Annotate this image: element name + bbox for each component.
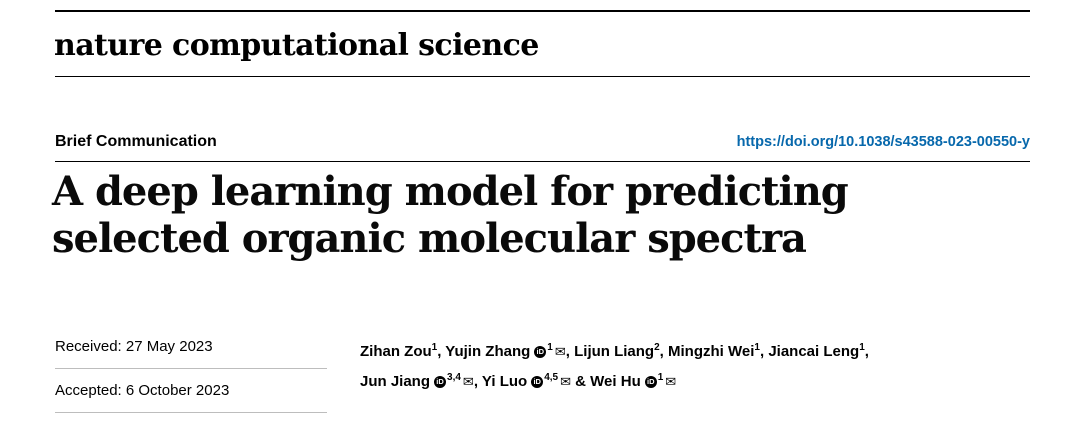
email-icon[interactable]: ✉ [665,374,677,389]
article-title-line1: A deep learning model for predicting [52,168,849,215]
email-icon[interactable]: ✉ [462,374,474,389]
author-name: Jiancai Leng [768,343,860,360]
author-name: Wei Hu [590,373,641,390]
author: Jun Jiang iD 3,4 ✉ [360,372,474,391]
affiliation-superscript: 1 [431,342,438,353]
journal-masthead: nature computational science [54,28,539,63]
affiliation-superscript: 1 [657,372,664,383]
article-meta-row: Brief Communication https://doi.org/10.1… [55,133,1030,151]
masthead-divider [55,76,1030,77]
header-divider [55,161,1030,162]
author: Lijun Liang2 [574,342,660,361]
received-date: Received: 27 May 2023 [55,336,327,369]
orcid-icon[interactable]: iD [534,346,547,358]
email-icon[interactable]: ✉ [554,344,566,359]
accepted-date: Accepted: 6 October 2023 [55,369,327,413]
email-icon[interactable]: ✉ [560,374,571,389]
author-name: Yi Luo [481,373,528,390]
author: Jiancai Leng1 [768,342,865,361]
article-title-line2: selected organic molecular spectra [52,215,807,263]
affiliation-superscript: 1 [859,342,865,353]
doi-link[interactable]: https://doi.org/10.1038/s43588-023-00550… [736,134,1030,150]
author-name: Yujin Zhang [445,343,531,360]
author: Mingzhi Wei1 [668,342,760,361]
author-name: Lijun Liang [574,343,655,360]
top-divider [55,10,1030,12]
affiliation-superscript: 2 [654,342,660,353]
author-name: Zihan Zou [360,343,432,360]
affiliation-superscript: 1 [547,342,553,353]
author-list: Zihan Zou1, Yujin Zhang iD 1 ✉, Lijun Liang… [360,342,869,391]
affiliation-superscript: 4,5 [544,372,559,383]
affiliation-superscript: 3,4 [447,372,461,383]
orcid-icon[interactable]: iD [434,376,447,388]
article-type-label: Brief Communication [55,133,217,150]
orcid-icon[interactable]: iD [644,376,657,388]
article-title: A deep learning model for predicting sel… [52,168,1050,262]
affiliation-superscript: 1 [754,342,760,353]
author: Wei Hu iD 1 ✉ [590,372,677,391]
orcid-icon[interactable]: iD [531,376,544,388]
author: Zihan Zou1 [360,342,438,361]
author-name: Jun Jiang [360,373,431,390]
author-name: Mingzhi Wei [668,343,755,360]
dates-panel: Received: 27 May 2023 Accepted: 6 Octobe… [55,336,327,413]
author: Yi Luo iD 4,5 ✉ [481,372,571,391]
author: Yujin Zhang iD 1 ✉ [445,342,566,361]
